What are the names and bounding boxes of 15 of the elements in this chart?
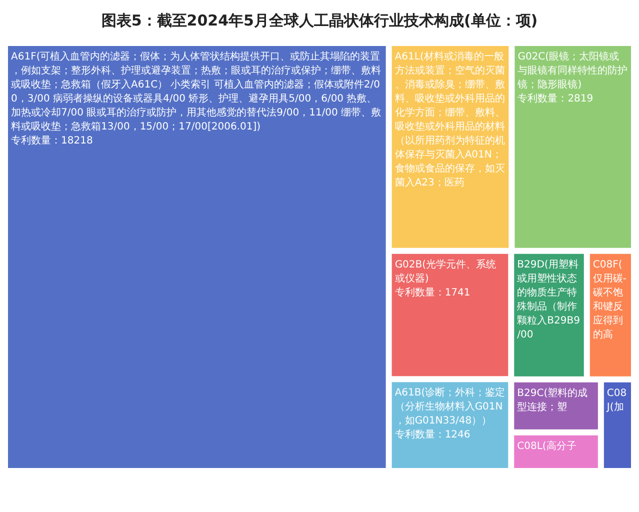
category-label: A61B(诊断；外科；鉴定（分析生物材料入G01N，如G01N33/48）） [394, 386, 506, 427]
category-label: G02C(眼镜；太阳镜或与眼镜有同样特性的防护镜；隐形眼镜) [516, 50, 628, 90]
data-label: 专利数量：2819 [518, 92, 594, 104]
text: 图表5：截至2024年5月全球人工晶状体行业技术构成(单位：项) [101, 12, 538, 30]
category-label: A61L(材料或消毒的一般方法或装置；空气的灭菌、消毒或除臭；绷带、敷料、吸收垫或外科用品的化学方面；绷带、敷料、吸收垫或外科用品的材料（以所用药剂为特征的机体保存与灭菌入A01N；食物或食品的保存，如灭菌入A23；医药 [394, 52, 505, 188]
data-label: 专利数量：18218 [11, 134, 93, 146]
data-label: 专利数量：1246 [394, 428, 470, 441]
category-label: G02B(光学元件、系统或仪器) [394, 258, 496, 284]
category-label: B29D(用塑料或用塑性状态的物质生产特殊制品（制作颗粒入B29B9/00 [517, 258, 580, 340]
data-label: 专利数量：1741 [394, 286, 470, 298]
category-label: B29C(塑料的成型连接；塑 [517, 386, 588, 413]
category-label: A61F(可植入血管内的滤器；假体；为人体管状结构提供开口、或防止其塌陷的装置，例如支架；整形外科、护理或避孕装置；热敷；眼或耳的治疗或保护；绷带、敷料或吸收垫；急救箱（假牙入A61C） 小类索引 可植入血管内的滤器；假体或附件2/00，3/00 病弱者操纵的设备或器具4/00 矫形、护理、避孕用具5/00，6/00 热敷、加热或冷却7/00 眼或耳的治疗或防护，用其他感觉的替代法9/00，11/00 绷带、敷料或吸收垫；急救箱13/00，15/00；17/00[2006.01]) [11, 50, 382, 132]
category-label: C08J(加 [606, 388, 627, 413]
category-label: C08L(高分子 [517, 440, 576, 452]
category-label: C08F(仅用碳-碳不饱和键反应得到的高 [592, 259, 627, 340]
